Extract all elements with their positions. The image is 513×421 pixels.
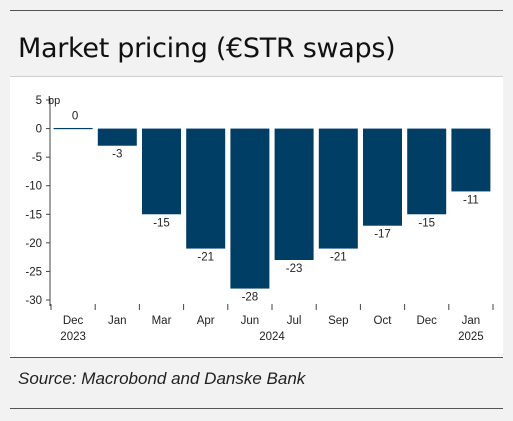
bar — [97, 128, 137, 146]
data-label: -17 — [374, 229, 391, 241]
y-tick-label: -25 — [25, 266, 42, 278]
x-tick-label: Dec — [416, 315, 437, 327]
bar — [318, 128, 358, 249]
x-tick-label: Sep — [328, 315, 348, 327]
bar — [407, 128, 447, 215]
bar — [230, 128, 270, 289]
bar — [142, 128, 181, 215]
y-tick-label: 5 — [36, 95, 42, 107]
data-label: -28 — [242, 292, 259, 304]
data-label: -11 — [463, 194, 479, 206]
y-tick-label: -15 — [25, 209, 42, 221]
data-label: -15 — [418, 217, 435, 229]
y-tick-label: -20 — [25, 238, 42, 250]
top-rule — [10, 10, 503, 11]
bar — [186, 128, 226, 249]
x-tick-label: Jan — [108, 315, 127, 327]
bar — [363, 128, 402, 226]
data-label: -23 — [286, 263, 303, 275]
x-tick-label: Oct — [374, 315, 393, 327]
x-year-label: 2025 — [458, 331, 484, 343]
plot-area: 5 0 -5 -10 -15 -20 -25 -30 bp 0 -3 -15 -21 -28 -23 -21 -… — [10, 77, 503, 357]
data-label: -3 — [112, 149, 122, 161]
x-tick-label: Jan — [462, 315, 481, 327]
x-tick-label: Apr — [197, 315, 215, 327]
x-year-label: 2024 — [259, 331, 285, 343]
chart-title: Market pricing (€STR swaps) — [18, 33, 396, 64]
data-label: -21 — [330, 252, 347, 264]
bar — [53, 127, 93, 130]
data-label: 0 — [72, 111, 78, 123]
bottom-rule — [10, 408, 503, 409]
y-tick-label: -30 — [25, 295, 42, 307]
source-divider — [10, 357, 503, 358]
bar — [274, 128, 314, 260]
x-tick-label: Dec — [63, 315, 84, 327]
y-unit-label: bp — [48, 95, 60, 107]
y-tick-label: 0 — [36, 124, 42, 136]
source-note: Source: Macrobond and Danske Bank — [18, 369, 306, 388]
y-tick-label: -5 — [32, 152, 42, 164]
data-label: -21 — [197, 252, 214, 264]
data-label: -15 — [153, 217, 170, 229]
x-tick-label: Jun — [241, 315, 260, 327]
x-year-label: 2023 — [60, 331, 86, 343]
title-divider — [10, 76, 503, 77]
y-tick-label: -10 — [25, 181, 42, 193]
bar-chart: 5 0 -5 -10 -15 -20 -25 -30 bp 0 -3 -15 -21 -28 -23 -21 -… — [25, 95, 494, 343]
x-tick-label: Mar — [152, 315, 172, 327]
x-tick-label: Jul — [287, 315, 302, 327]
bar — [451, 128, 491, 192]
